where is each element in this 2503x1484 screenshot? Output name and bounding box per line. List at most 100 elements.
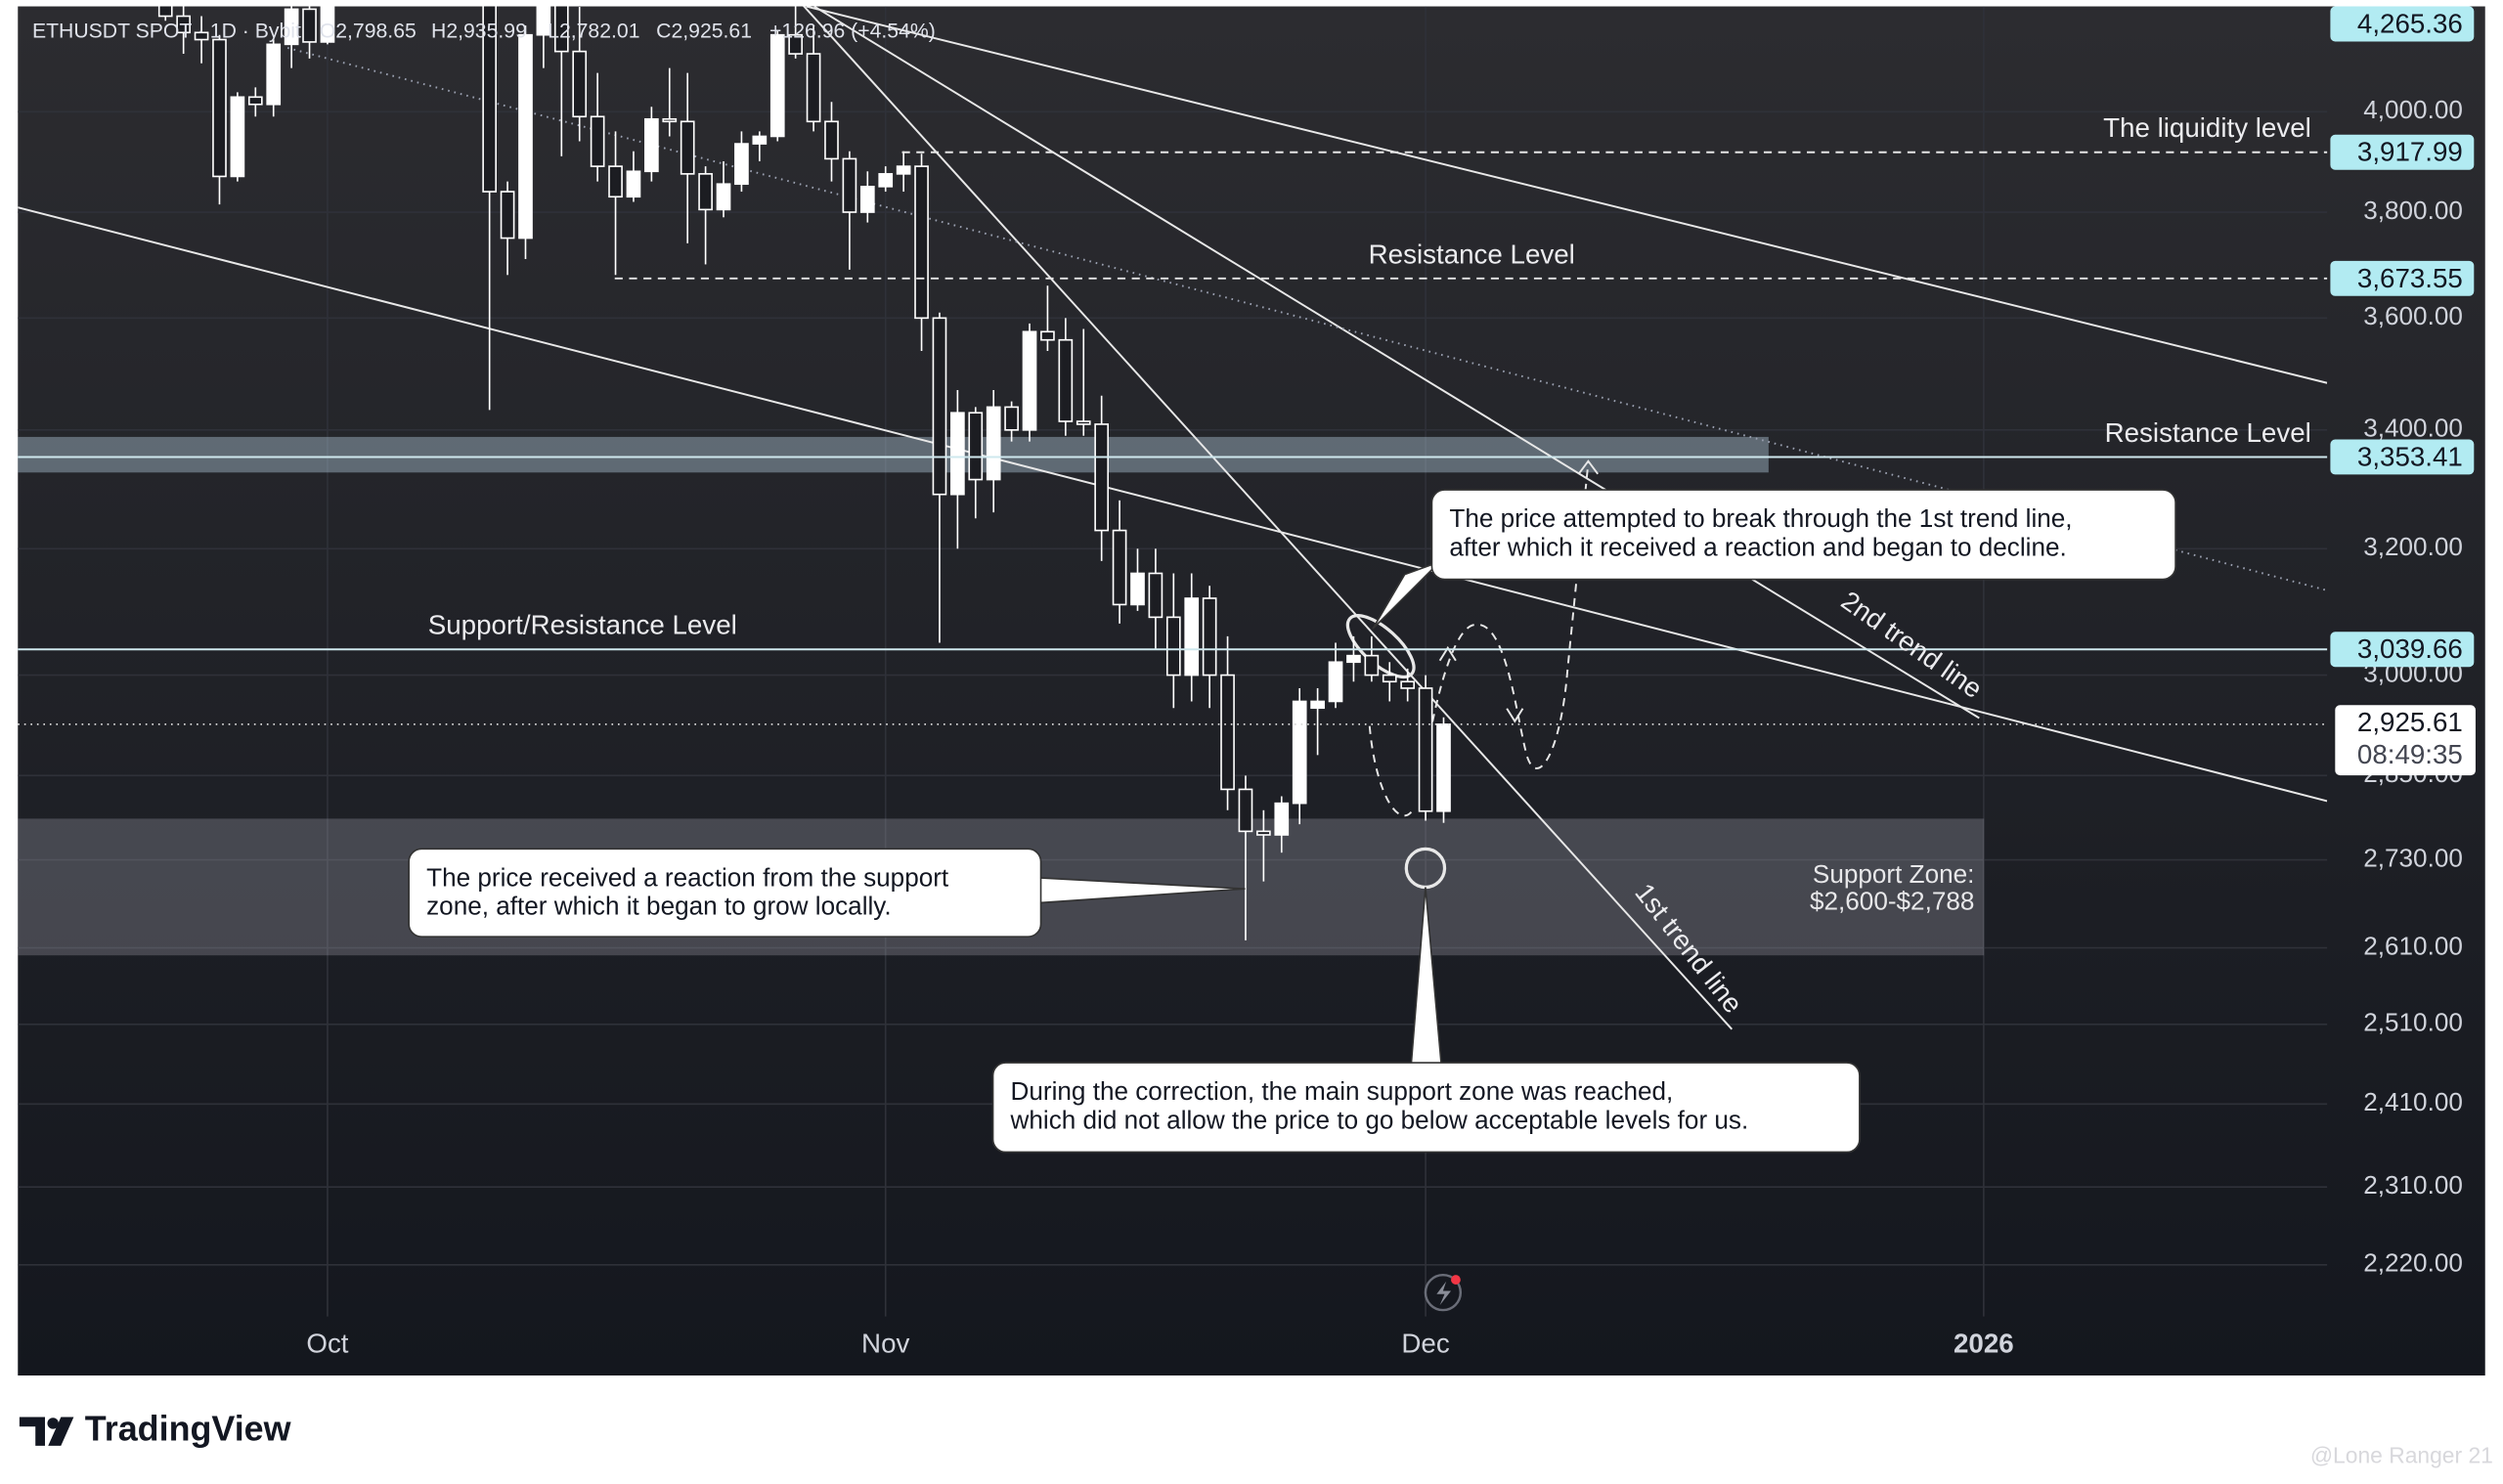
- callout-text: which did not allow the price to go belo…: [1010, 1105, 1749, 1134]
- change: +126.96 (+4.54%): [769, 20, 936, 42]
- candle-body: [1220, 674, 1235, 791]
- candle-body: [842, 157, 857, 213]
- candle-body: [662, 117, 678, 123]
- x-tick-label: Oct: [306, 1328, 348, 1358]
- y-tick-label: 3,200.00: [2363, 532, 2463, 561]
- trend-line-upper: [806, 6, 2328, 384]
- candle-body: [1436, 723, 1451, 812]
- candle-body: [788, 33, 804, 55]
- candle-body: [1094, 423, 1110, 532]
- trend-line-long: [18, 206, 2328, 803]
- candle-body: [1364, 654, 1380, 677]
- candle-body: [590, 115, 605, 167]
- level-text: Support/Resistance Level: [428, 610, 737, 640]
- candle-body: [518, 33, 533, 240]
- candle-body: [247, 96, 263, 106]
- candle-body: [626, 170, 641, 198]
- price-label: 3,353.41: [2357, 441, 2463, 471]
- y-tick-label: 3,800.00: [2363, 196, 2463, 225]
- ohlc-value: C2,925.61: [656, 20, 752, 42]
- candle-body: [1165, 616, 1181, 677]
- candle-body: [572, 50, 588, 118]
- alert-icon: [1424, 1273, 1463, 1312]
- candle-body: [716, 183, 731, 211]
- high-label-box: [2330, 6, 2475, 42]
- candle-body: [1274, 802, 1290, 836]
- projection-arrow: [1577, 459, 1599, 475]
- candle-body: [1292, 700, 1307, 805]
- price-label: 3,917.99: [2357, 137, 2463, 167]
- price-label: 3,039.66: [2357, 633, 2463, 664]
- candle-body: [1076, 420, 1091, 425]
- projection-arrow: [1506, 708, 1524, 723]
- candle-body: [1400, 680, 1416, 689]
- candle-body: [194, 31, 209, 41]
- callout-box: [991, 1062, 1861, 1154]
- support-zone-label: Support Zone:: [1813, 859, 1974, 889]
- price-label-box: [2330, 134, 2475, 170]
- watermark: @Lone Ranger 21: [2310, 1442, 2493, 1467]
- candle-body: [698, 173, 713, 211]
- projection-path: [1368, 462, 1590, 817]
- level-text: Resistance Level: [1369, 239, 1575, 269]
- candle-body: [1238, 788, 1253, 833]
- candle-body: [536, 6, 551, 36]
- symbol: ETHUSDT SPOT · 1D · Bybit: [32, 20, 301, 42]
- callout-text: The price attempted to break through the…: [1449, 503, 2072, 533]
- candle-body: [1328, 661, 1343, 703]
- candle-body: [500, 191, 515, 240]
- current-price-box: [2335, 705, 2476, 776]
- candle-body: [1130, 572, 1145, 606]
- high-label: 4,265.36: [2357, 8, 2463, 38]
- trend-line-2nd: [813, 6, 1980, 720]
- projection-arrow: [1438, 645, 1457, 662]
- support-zone-label: $2,600-$2,788: [1810, 887, 1974, 916]
- x-tick-label: Nov: [861, 1328, 909, 1358]
- level-text: The liquidity level: [2103, 112, 2311, 143]
- candle-body: [680, 120, 695, 175]
- price-label-box: [2330, 632, 2475, 668]
- candle-body: [266, 43, 282, 106]
- trend-line-dotted: [286, 47, 2328, 591]
- candle-body: [752, 135, 768, 145]
- x-tick-label: 2026: [1954, 1328, 2014, 1358]
- candle-body: [553, 6, 569, 53]
- callout-box: [408, 848, 1042, 938]
- candle-body: [896, 165, 911, 175]
- callout-text: after which it received a reaction and b…: [1449, 532, 2066, 561]
- candle-body: [320, 6, 335, 43]
- price-label-box: [2330, 439, 2475, 475]
- y-tick-label: 4,000.00: [2363, 95, 2463, 124]
- price-label: 3,673.55: [2357, 263, 2463, 293]
- ohlc-value: H2,935.99: [431, 20, 527, 42]
- callout-text: During the correction, the main support …: [1011, 1076, 1674, 1106]
- candle-body: [212, 38, 227, 178]
- candle-body: [1202, 597, 1217, 677]
- callout-text: The price received a reaction from the s…: [426, 862, 949, 892]
- price-label-box: [2330, 260, 2475, 296]
- callout-box: [1430, 489, 2176, 581]
- candle-body: [914, 165, 929, 320]
- y-tick-label: 2,510.00: [2363, 1008, 2463, 1037]
- candle-body: [1058, 338, 1074, 422]
- candle-body: [806, 53, 821, 123]
- y-tick-label: 2,220.00: [2363, 1248, 2463, 1278]
- tradingview-logo: TradingView: [19, 1410, 291, 1449]
- candle-body: [1022, 330, 1037, 431]
- candle-body: [1148, 572, 1164, 619]
- candle-body: [986, 406, 1001, 481]
- y-tick-label: 3,600.00: [2363, 301, 2463, 330]
- x-tick-label: Dec: [1401, 1328, 1449, 1358]
- trend-lines: [18, 6, 2328, 1030]
- callout-pointer: [1372, 560, 1441, 630]
- trend-line-1st: [803, 6, 1734, 1030]
- candle-body: [1112, 529, 1127, 606]
- candle-body: [1382, 674, 1397, 683]
- candle-body: [608, 165, 623, 198]
- y-tick-label: 2,410.00: [2363, 1087, 2463, 1116]
- candle-body: [824, 120, 839, 160]
- candle-body: [1184, 597, 1200, 677]
- current-price-label: 2,925.61: [2357, 707, 2463, 737]
- resistance-zone: [18, 436, 1769, 473]
- candles: [157, 6, 1451, 940]
